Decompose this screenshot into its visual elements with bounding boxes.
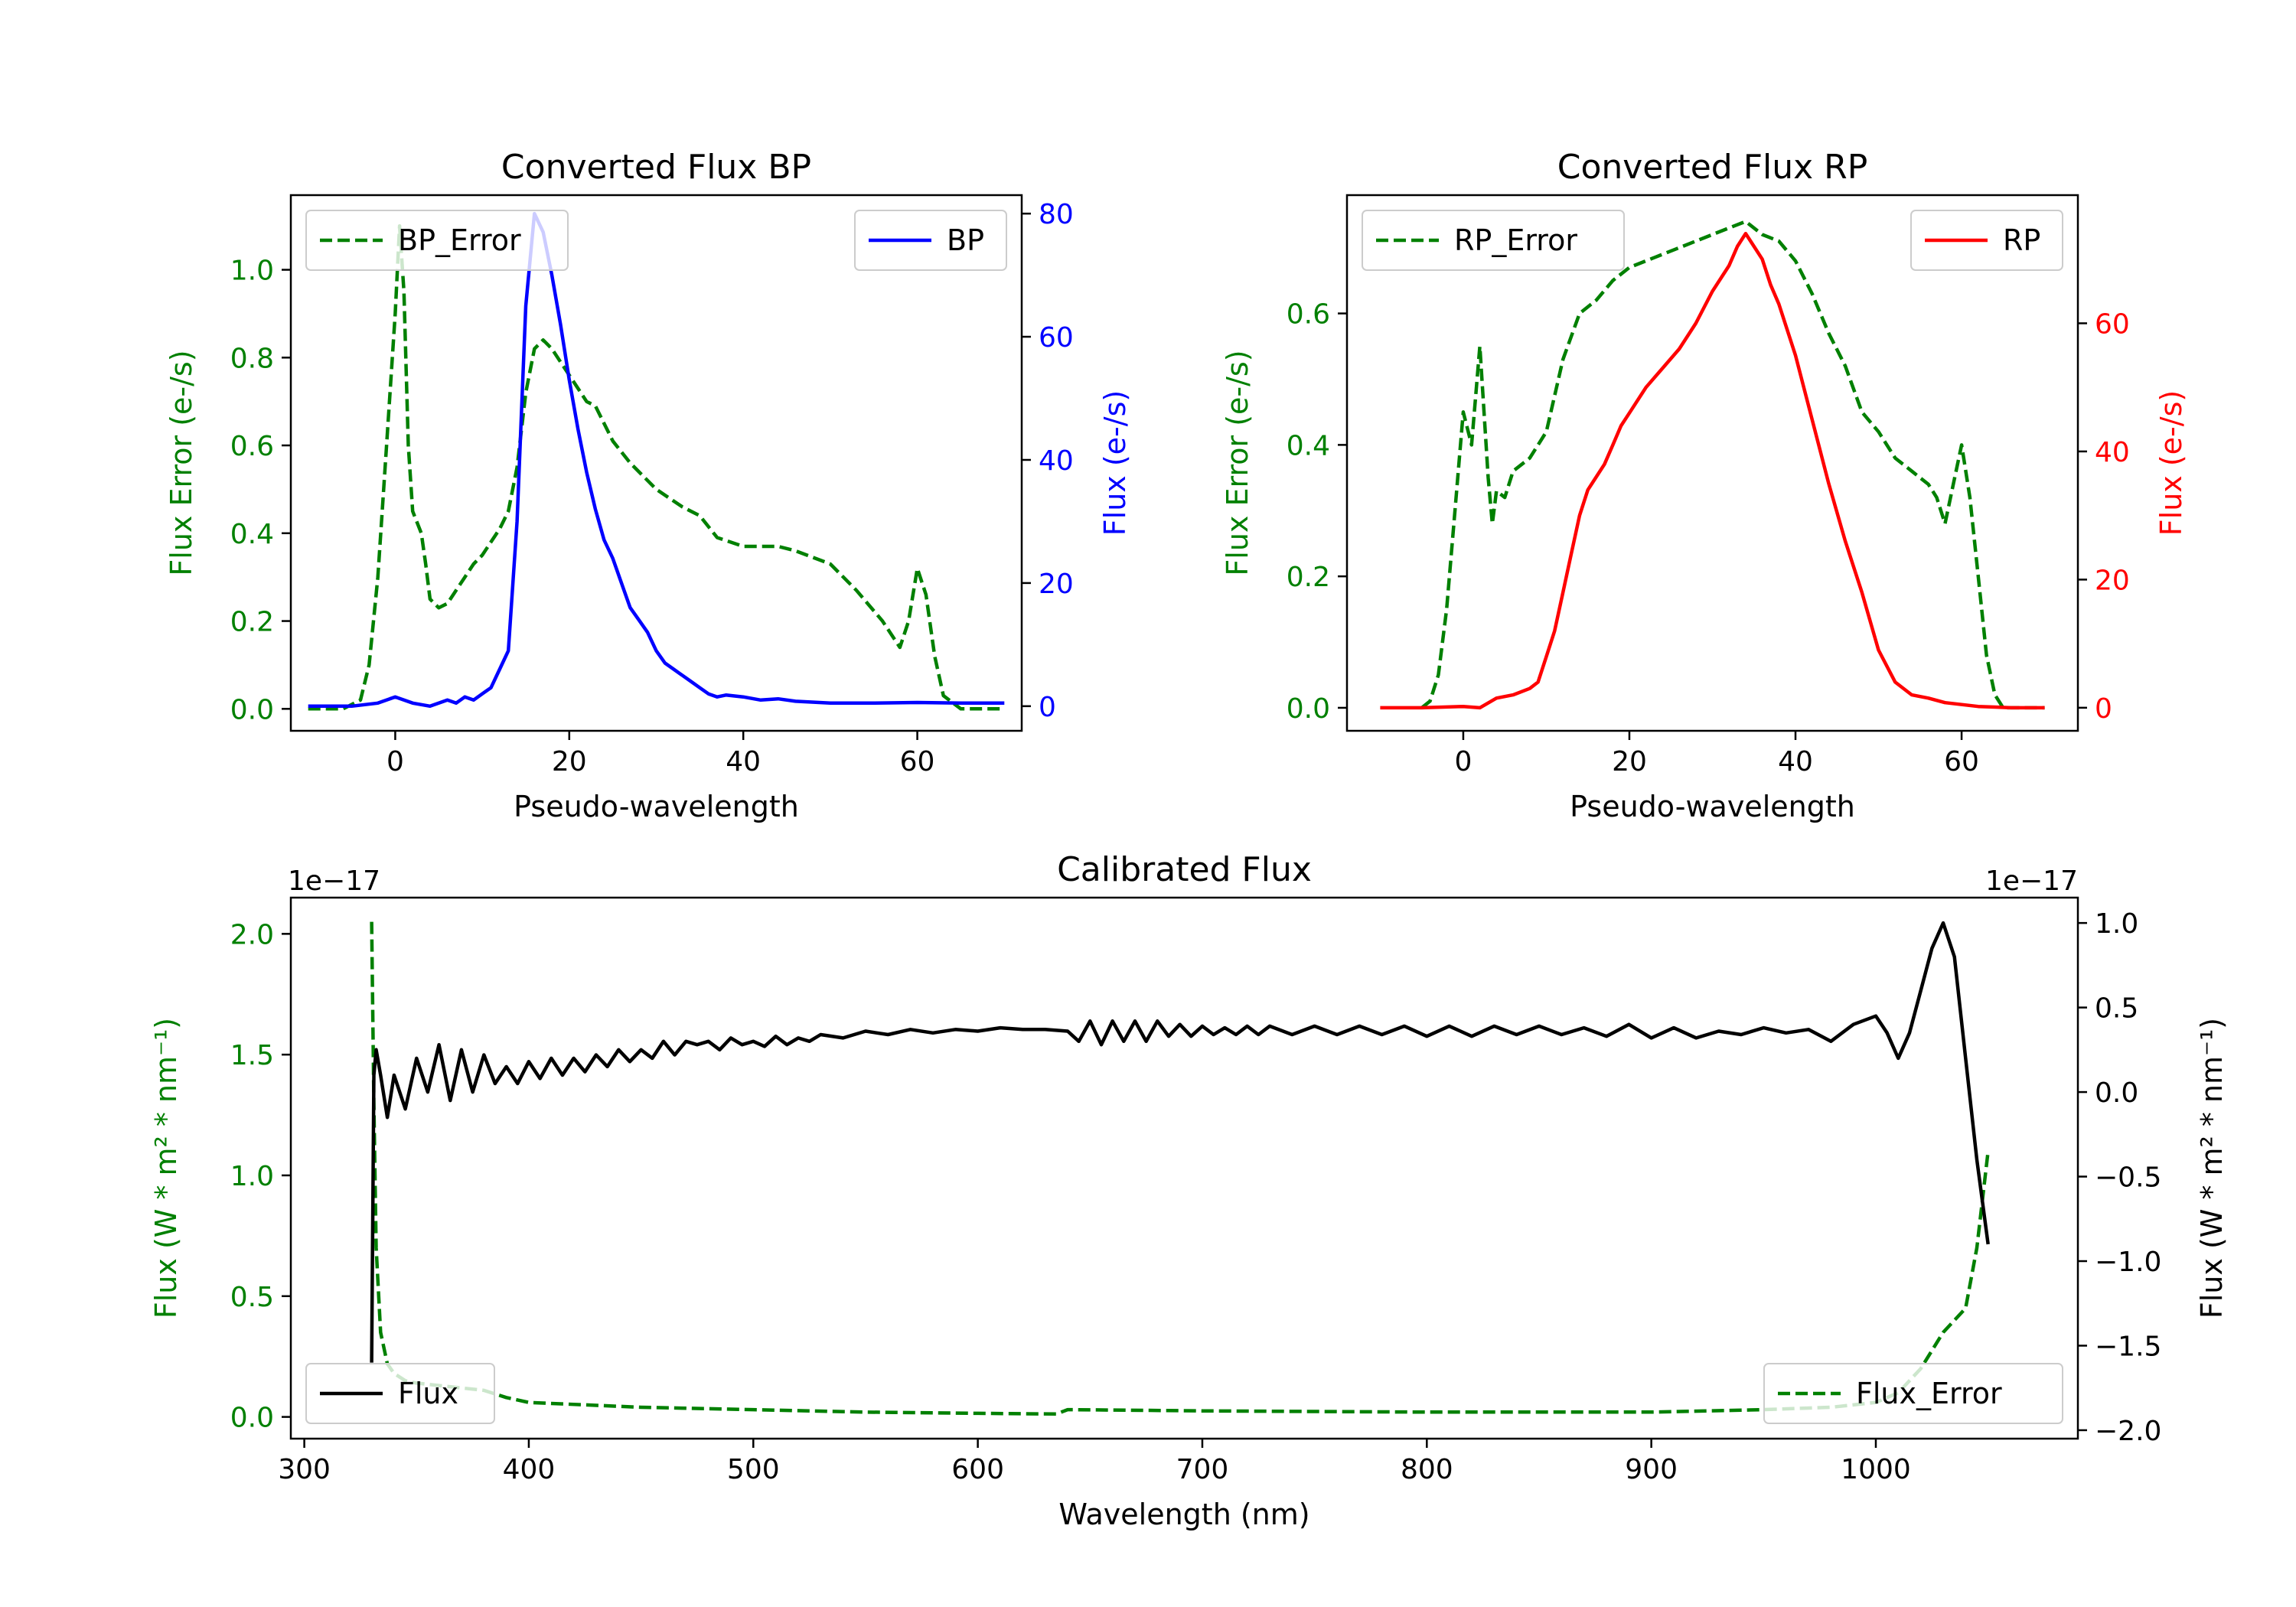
legend-label: BP_Error (398, 223, 521, 257)
left-y-tick-label: 0.0 (230, 1403, 274, 1434)
right-offset-label: 1e−17 (1985, 865, 2078, 897)
series-line-rp (1380, 231, 2045, 710)
right-y-tick-label: 40 (2095, 437, 2130, 468)
right-y-axis-label: Flux (e-/s) (1098, 390, 1132, 536)
axes-frame (1345, 194, 2079, 732)
legend-right: RP (1910, 210, 2063, 271)
left-y-tick-label: 0.0 (1287, 693, 1330, 725)
left-y-tick-label: 0.2 (1287, 562, 1330, 593)
x-axis-label: Pseudo-wavelength (514, 790, 799, 823)
x-tick-label: 800 (1401, 1454, 1453, 1485)
chart-title: Converted Flux RP (1557, 148, 1868, 187)
x-tick-label: 1000 (1841, 1454, 1911, 1485)
chart-title: Calibrated Flux (1057, 850, 1312, 889)
right-y-tick-label: 0.5 (2095, 993, 2138, 1025)
right-y-tick-label: 20 (1039, 569, 1074, 600)
legend-right: BP (854, 210, 1007, 271)
chart-title: Converted Flux BP (501, 148, 811, 187)
left-y-tick-label: 0.5 (230, 1282, 274, 1313)
x-tick-label: 60 (1944, 746, 1979, 777)
series-line-flux (370, 921, 1990, 1363)
x-tick-label: 600 (951, 1454, 1004, 1485)
series-line-bp (308, 211, 1005, 709)
x-tick-label: 500 (727, 1454, 780, 1485)
legend-box (1362, 210, 1625, 271)
right-y-tick-label: 60 (1039, 322, 1074, 354)
x-tick-label: 400 (503, 1454, 556, 1485)
legend-left: Flux (305, 1363, 495, 1424)
right-y-tick-label: 1.0 (2095, 908, 2138, 940)
x-axis-label: Wavelength (nm) (1058, 1498, 1309, 1531)
calibrated-panel: 300 400 500 600 700 800 900 1000 0.0 0.5 1.0 1.5 2.0… (149, 850, 2229, 1531)
x-tick-label: 40 (726, 746, 761, 777)
right-y-tick-label: 0.0 (2095, 1077, 2138, 1109)
right-y-tick-label: 0 (1039, 692, 1056, 723)
x-tick-label: 900 (1625, 1454, 1678, 1485)
legend-label: RP (2003, 223, 2040, 257)
left-y-axis-label: Flux (W * m² * nm⁻¹) (149, 1018, 183, 1319)
x-tick-label: 40 (1778, 746, 1813, 777)
legend-left: BP_Error (305, 210, 569, 271)
x-tick-label: 60 (900, 746, 935, 777)
legend-box (305, 1363, 495, 1424)
left-y-tick-label: 2.0 (230, 919, 274, 950)
left-y-tick-label: 0.0 (230, 694, 274, 725)
left-y-tick-label: 0.4 (1287, 430, 1330, 461)
legend-label: BP (947, 223, 984, 257)
x-axis-label: Pseudo-wavelength (1570, 790, 1855, 823)
left-y-tick-label: 1.5 (230, 1040, 274, 1071)
legend-label: RP_Error (1454, 223, 1577, 257)
x-tick-label: 20 (1612, 746, 1647, 777)
right-y-tick-label: 40 (1039, 445, 1074, 477)
axes-frame (289, 896, 2079, 1440)
legend-label: Flux (398, 1377, 458, 1410)
left-y-axis-label: Flux Error (e-/s) (1221, 350, 1254, 575)
legend-left: RP_Error (1362, 210, 1625, 271)
bp-panel: 0 20 40 60 0.0 0.2 0.4 0.6 0.8 1.0 0 20 40 60 80 Conver… (165, 148, 1132, 823)
right-y-tick-label: −1.5 (2095, 1331, 2161, 1362)
x-tick-label: 0 (386, 746, 404, 777)
left-y-tick-label: 0.6 (1287, 299, 1330, 331)
series-line-rp-error (1420, 220, 2045, 710)
left-y-tick-label: 1.0 (230, 256, 274, 287)
right-y-tick-label: 80 (1039, 199, 1074, 230)
left-y-tick-label: 1.0 (230, 1161, 274, 1192)
left-y-axis-label: Flux Error (e-/s) (165, 350, 198, 575)
legend-box (305, 210, 569, 271)
x-tick-label: 20 (552, 746, 587, 777)
right-y-tick-label: 0 (2095, 693, 2112, 725)
right-y-tick-label: 60 (2095, 308, 2130, 340)
right-y-tick-label: −2.0 (2095, 1416, 2161, 1447)
legend-box (1763, 1363, 2063, 1424)
legend-right: Flux_Error (1763, 1363, 2063, 1424)
axes-frame (289, 194, 1023, 732)
left-y-tick-label: 0.8 (230, 343, 274, 374)
x-tick-label: 700 (1176, 1454, 1229, 1485)
left-offset-label: 1e−17 (288, 865, 380, 897)
legend-label: Flux_Error (1856, 1377, 2002, 1410)
left-y-tick-label: 0.4 (230, 519, 274, 550)
x-tick-label: 300 (278, 1454, 331, 1485)
right-y-tick-label: 20 (2095, 565, 2130, 596)
right-y-axis-label: Flux (W * m² * nm⁻¹) (2195, 1018, 2229, 1319)
right-y-tick-label: −0.5 (2095, 1162, 2161, 1194)
series-line-bp-error (308, 223, 1005, 711)
left-y-tick-label: 0.2 (230, 607, 274, 638)
x-tick-label: 0 (1454, 746, 1472, 777)
left-y-tick-label: 0.6 (230, 431, 274, 462)
right-y-tick-label: −1.0 (2095, 1247, 2161, 1278)
right-y-axis-label: Flux (e-/s) (2154, 390, 2188, 536)
rp-panel: 0 20 40 60 0.0 0.2 0.4 0.6 0 20 40 60 Converted Flux… (1221, 148, 2188, 823)
